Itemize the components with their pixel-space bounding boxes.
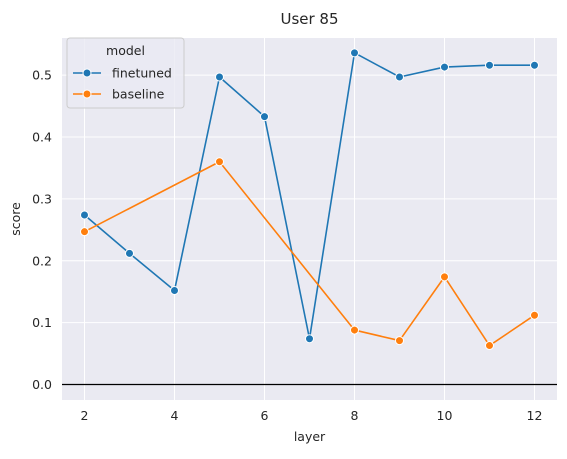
data-point-baseline [350,325,359,335]
data-point-baseline [215,157,224,167]
data-point-baseline [80,227,89,237]
x-axis-label: layer [294,429,326,444]
data-point-finetuned [215,72,224,82]
y-tick-label: 0.1 [32,315,52,330]
y-tick-label: 0.5 [32,68,52,83]
data-point-finetuned [170,285,179,295]
data-point-finetuned [260,112,269,122]
x-tick-label: 6 [261,408,269,423]
data-point-baseline [530,310,539,320]
x-tick-label: 10 [437,408,453,423]
y-tick-label: 0.4 [32,130,52,145]
data-point-finetuned [530,60,539,70]
y-tick-label: 0.3 [32,191,52,206]
legend-item-baseline: baseline [73,87,165,102]
legend-label-baseline: baseline [112,87,165,102]
x-tick-label: 12 [527,408,543,423]
x-tick-label: 2 [81,408,89,423]
legend-box [66,37,185,109]
legend-title: model [106,43,145,58]
data-point-finetuned [395,72,404,82]
series-baseline [80,157,539,351]
legend: model finetuned baseline [66,37,185,109]
y-tick-label: 0.0 [32,377,52,392]
series-layer [80,48,539,351]
legend-items: finetuned baseline [73,66,172,102]
data-point-baseline [395,336,404,346]
legend-item-finetuned: finetuned [73,66,172,81]
x-tick-label: 4 [171,408,179,423]
legend-label-finetuned: finetuned [112,66,172,81]
series-finetuned [80,48,539,344]
chart-title: User 85 [280,10,338,28]
y-axis-label: score [8,202,23,236]
data-point-baseline [485,341,494,351]
legend-marker-baseline [82,89,92,99]
y-tick-label: 0.2 [32,253,52,268]
data-point-finetuned [80,210,89,220]
x-tick-label: 8 [351,408,359,423]
data-point-baseline [440,272,449,282]
legend-marker-finetuned [82,68,92,78]
data-point-finetuned [350,48,359,58]
data-point-finetuned [485,60,494,70]
data-point-finetuned [125,248,134,258]
data-point-finetuned [440,62,449,72]
tick-labels: 2 4 6 8 10 12 0.0 0.1 0.2 0.3 0.4 0.5 [32,68,542,423]
data-point-finetuned [305,334,314,344]
